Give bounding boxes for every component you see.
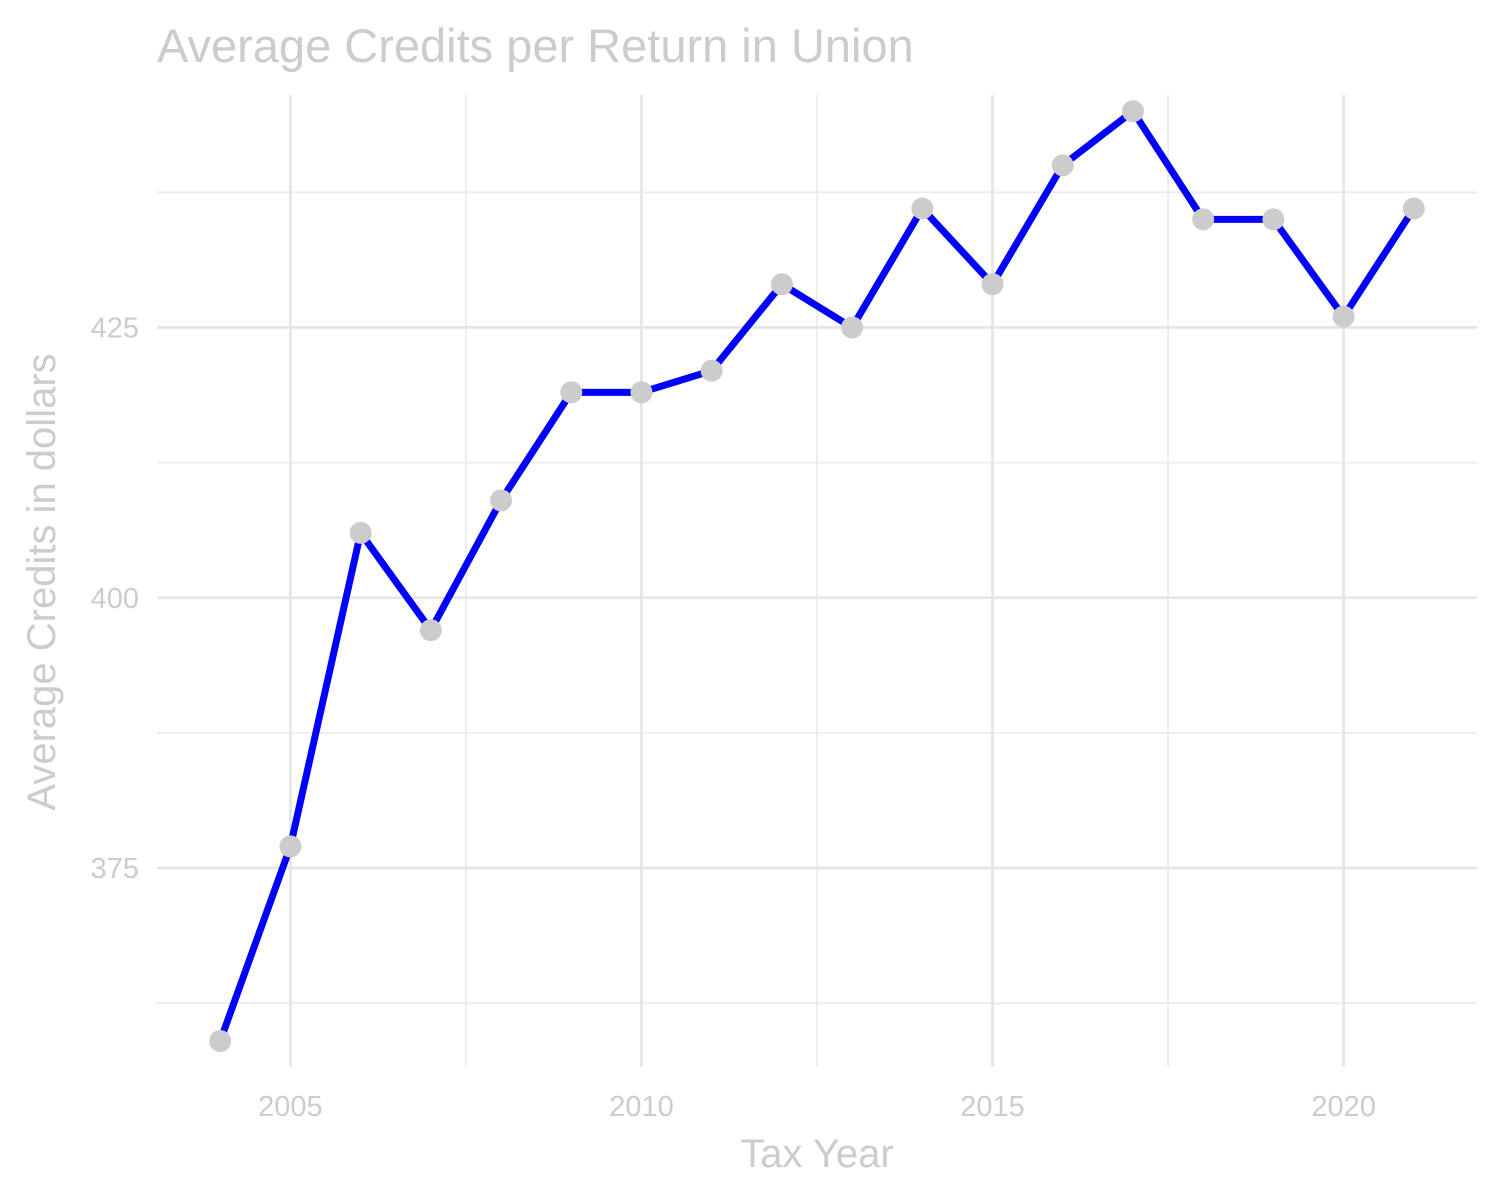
data-point — [1192, 208, 1215, 231]
chart-title: Average Credits per Return in Union — [157, 19, 914, 72]
data-point — [279, 835, 302, 858]
data-point — [630, 381, 653, 404]
x-tick-label: 2020 — [1311, 1091, 1376, 1123]
series-plot — [209, 100, 1425, 1053]
data-point — [419, 619, 442, 642]
y-axis-ticks: 375 400 425 — [91, 312, 139, 885]
data-point — [700, 359, 723, 382]
data-point — [1332, 305, 1355, 328]
data-point — [209, 1030, 232, 1053]
grid-lines — [157, 95, 1477, 1067]
data-point — [1402, 197, 1425, 220]
data-point — [349, 521, 372, 544]
x-tick-label: 2015 — [960, 1091, 1025, 1123]
x-tick-label: 2005 — [258, 1091, 323, 1123]
data-point — [560, 381, 583, 404]
y-tick-label: 425 — [91, 312, 139, 344]
data-point — [841, 316, 864, 339]
data-point — [911, 197, 934, 220]
data-point — [981, 273, 1004, 296]
data-point — [770, 273, 793, 296]
x-axis-ticks: 2005 2010 2015 2020 — [258, 1091, 1376, 1123]
data-point — [1121, 100, 1144, 123]
series-line — [216, 107, 1417, 1043]
data-point — [1262, 208, 1285, 231]
data-point — [490, 489, 513, 512]
data-point — [1051, 154, 1074, 177]
y-tick-label: 400 — [91, 583, 139, 615]
y-tick-label: 375 — [91, 853, 139, 885]
x-tick-label: 2010 — [609, 1091, 674, 1123]
y-axis-title: Average Credits in dollars — [20, 353, 64, 810]
x-axis-title: Tax Year — [740, 1132, 893, 1176]
